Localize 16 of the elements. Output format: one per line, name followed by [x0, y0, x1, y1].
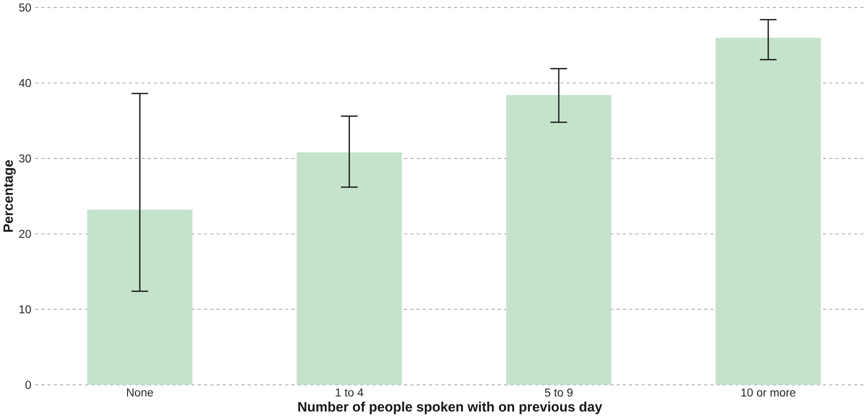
bar [506, 95, 612, 385]
y-tick-label: 50 [19, 4, 31, 12]
y-tick-label: 10 [20, 305, 31, 314]
x-tick-label: 10 or more [741, 388, 796, 397]
y-axis-title: Percentage [3, 160, 16, 232]
y-tick-label: 20 [19, 230, 31, 238]
bar [716, 38, 821, 385]
y-tick-label: 30 [19, 154, 31, 163]
x-tick-label: 5 to 9 [544, 388, 573, 397]
x-axis-title: Number of people spoken with on previous day [298, 402, 602, 414]
y-tick-label: 40 [18, 79, 31, 88]
x-tick-label: None [127, 388, 154, 397]
y-tick-label: 0 [25, 380, 31, 389]
x-tick-label: 1 to 4 [336, 388, 364, 397]
bar [87, 210, 192, 385]
bar [296, 152, 402, 385]
